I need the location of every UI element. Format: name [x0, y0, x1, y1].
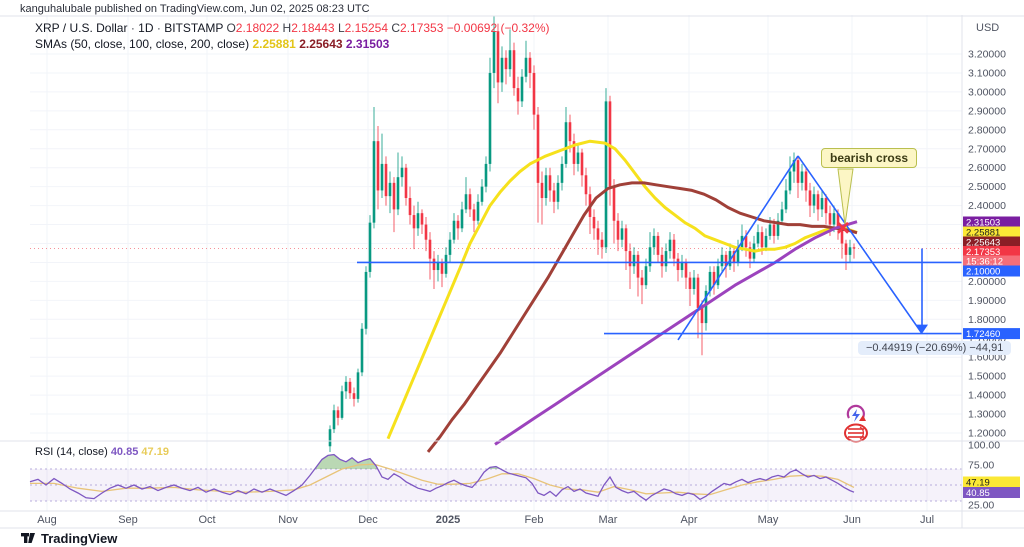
flag-sticker-icon [844, 423, 868, 443]
open-label: O [226, 21, 236, 35]
svg-text:15:36:12: 15:36:12 [966, 257, 1003, 268]
svg-text:May: May [758, 514, 779, 526]
svg-text:Feb: Feb [525, 514, 544, 526]
svg-text:3.10000: 3.10000 [968, 67, 1006, 79]
bearish-cross-marker[interactable] [837, 221, 849, 234]
sma-100-line[interactable] [426, 181, 858, 453]
svg-text:75.00: 75.00 [968, 460, 994, 472]
legend-separator2: · [156, 21, 161, 35]
open-value: 2.18022 [235, 21, 280, 35]
svg-text:100.00: 100.00 [968, 440, 1000, 452]
tradingview-logo[interactable]: TradingView [20, 530, 117, 546]
rsi-band [30, 468, 962, 502]
svg-text:1.40000: 1.40000 [968, 390, 1006, 402]
svg-text:40.85: 40.85 [966, 488, 990, 499]
svg-text:Sep: Sep [118, 514, 138, 526]
currency-axis-label: USD [976, 22, 1000, 34]
svg-text:47.19: 47.19 [966, 478, 990, 489]
sma-legend[interactable]: SMAs (50, close, 100, close, 200, close)… [35, 37, 389, 51]
arrowhead-icon [916, 324, 928, 334]
svg-text:Dec: Dec [358, 514, 378, 526]
svg-text:1.20000: 1.20000 [968, 428, 1006, 440]
price-tags: 2.315032.258812.256432.1735315:36:122.10… [963, 216, 1020, 499]
sma-200-line[interactable] [494, 220, 858, 446]
sma-50-line[interactable] [386, 139, 858, 440]
svg-text:2.80000: 2.80000 [968, 124, 1006, 136]
rsi-ma-line [30, 463, 855, 496]
low-label: L [337, 21, 345, 35]
ascending-trendline [677, 155, 799, 341]
symbol-legend[interactable]: XRP / U.S. Dollar · 1D · BITSTAMP O2.180… [35, 21, 550, 35]
svg-text:1.80000: 1.80000 [968, 314, 1006, 326]
exchange-label: BITSTAMP [164, 21, 224, 35]
symbol-title: XRP / U.S. Dollar [35, 21, 128, 35]
close-label: C [391, 21, 401, 35]
svg-text:2.50000: 2.50000 [968, 181, 1006, 193]
trend-drawings[interactable] [357, 155, 962, 341]
interval-label: 1D [138, 21, 154, 35]
svg-text:Nov: Nov [278, 514, 298, 526]
zap-sticker-icon [846, 404, 865, 420]
svg-text:2.40000: 2.40000 [968, 200, 1006, 212]
svg-text:3.00000: 3.00000 [968, 86, 1006, 98]
svg-text:2025: 2025 [436, 514, 460, 526]
sma50-value: 2.25881 [252, 37, 296, 51]
rsi-value: 40.85 [110, 446, 139, 458]
svg-text:2.25881: 2.25881 [966, 228, 1000, 239]
candlestick-series[interactable] [328, 16, 856, 452]
rsi-line [29, 453, 855, 502]
rsi-ma-value: 47.19 [141, 446, 169, 458]
svg-text:2.00000: 2.00000 [968, 276, 1006, 288]
svg-text:2.60000: 2.60000 [968, 162, 1006, 174]
svg-text:Apr: Apr [680, 514, 697, 526]
svg-text:Mar: Mar [599, 514, 618, 526]
high-label: H [282, 21, 292, 35]
legend-separator: · [130, 21, 135, 35]
sma200-value: 2.31503 [345, 37, 390, 51]
svg-text:1.50000: 1.50000 [968, 371, 1006, 383]
sma-title: SMAs (50, close, 100, close, 200, close) [35, 37, 250, 51]
rsi-legend[interactable]: RSI (14, close) 40.85 47.19 [35, 446, 169, 458]
panel-separators [0, 15, 1024, 529]
svg-text:2.25643: 2.25643 [966, 238, 1000, 249]
time-axis[interactable]: Aug Sep Oct Nov Dec 2025 Feb Mar Apr May Jun Jul [37, 514, 934, 526]
svg-text:3.20000: 3.20000 [968, 49, 1006, 61]
svg-text:Oct: Oct [198, 514, 215, 526]
descending-trendline [797, 155, 923, 335]
svg-text:1.72460: 1.72460 [966, 329, 1000, 340]
svg-text:2.17353: 2.17353 [966, 247, 1000, 258]
svg-text:1.90000: 1.90000 [968, 295, 1006, 307]
close-value: 2.17353 [400, 21, 444, 35]
rsi-overbought-fill [314, 454, 501, 469]
sma100-value: 2.25643 [299, 37, 343, 51]
callout-tail [837, 168, 854, 225]
low-value: 2.15254 [344, 21, 389, 35]
bearish-cross-callout[interactable]: bearish cross [821, 148, 918, 168]
svg-text:25.00: 25.00 [968, 500, 994, 512]
svg-text:Aug: Aug [37, 514, 57, 526]
publish-watermark: kanguhalubale published on TradingView.c… [20, 3, 370, 15]
high-value: 2.18443 [291, 21, 335, 35]
svg-text:Jun: Jun [843, 514, 861, 526]
svg-text:2.90000: 2.90000 [968, 105, 1006, 117]
svg-text:2.10000: 2.10000 [966, 267, 1000, 278]
change-value: −0.00692 (−0.32%) [446, 21, 550, 35]
measure-tool-label[interactable]: −0.44919 (−20.69%) −44,91 [858, 341, 1012, 355]
svg-text:2.31503: 2.31503 [966, 218, 1000, 229]
rsi-title: RSI (14, close) [35, 446, 108, 458]
svg-text:1.30000: 1.30000 [968, 409, 1006, 421]
tradingview-logo-text: TradingView [41, 530, 118, 546]
tradingview-logo-icon [21, 533, 35, 543]
svg-text:2.70000: 2.70000 [968, 143, 1006, 155]
emoji-stickers[interactable] [844, 404, 868, 443]
svg-text:Jul: Jul [920, 514, 934, 526]
price-axis[interactable]: 3.20000 3.10000 3.00000 2.90000 2.80000 2.700… [968, 49, 1006, 512]
